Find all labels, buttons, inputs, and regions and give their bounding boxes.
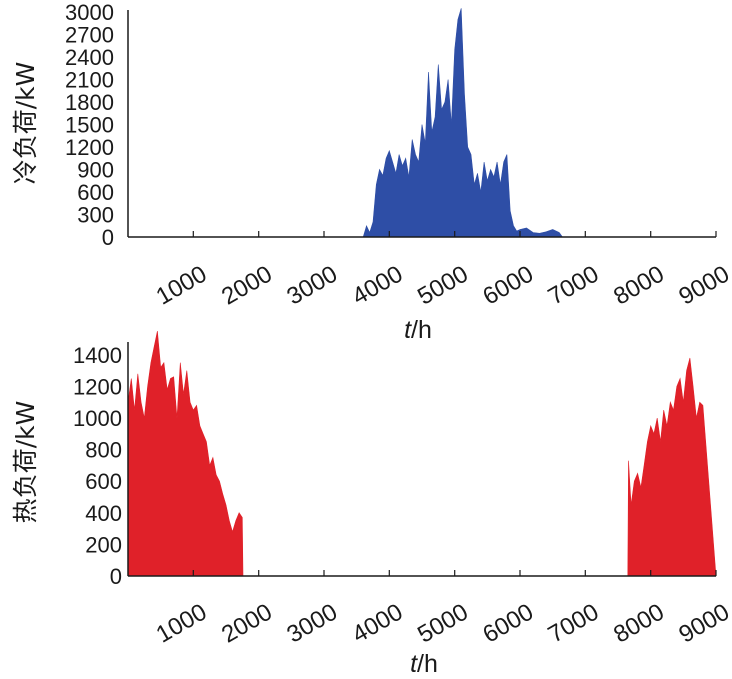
- x-tick-label: 7000: [544, 598, 604, 648]
- cooling-x-ticks: 1000 2000 3000 4000 5000 6000 7000 8000 9000: [152, 231, 732, 311]
- y-tick-label: 2100: [65, 68, 114, 93]
- y-tick-label: 2700: [65, 23, 114, 48]
- y-tick-label: 1800: [65, 90, 114, 115]
- y-tick-label: 1200: [73, 374, 122, 399]
- y-tick-label: 600: [77, 180, 114, 205]
- x-tick-label: 3000: [282, 260, 342, 310]
- y-tick-label: 200: [85, 532, 122, 557]
- y-tick-label: 900: [77, 158, 114, 183]
- x-tick-label: 8000: [609, 260, 669, 310]
- x-tick-label: 4000: [348, 598, 408, 648]
- y-tick-label: 3000: [65, 0, 114, 25]
- heating-x-axis-label: t/h: [410, 650, 438, 678]
- y-tick-label: 1500: [65, 113, 114, 138]
- x-tick-label: 1000: [152, 260, 212, 310]
- x-tick-label: 8000: [609, 598, 669, 648]
- y-tick-label: 0: [102, 225, 114, 250]
- y-tick-label: 800: [85, 438, 122, 463]
- heating-load-area: [127, 331, 717, 577]
- cooling-load-area: [128, 8, 716, 238]
- x-tick-label: 7000: [544, 260, 604, 310]
- heating-x-ticks: 1000 2000 3000 4000 5000 6000 7000 8000 9000: [152, 570, 732, 649]
- y-tick-label: 400: [85, 501, 122, 526]
- x-tick-label: 9000: [674, 598, 732, 648]
- x-tick-label: 2000: [217, 260, 277, 310]
- y-tick-label: 1400: [73, 343, 122, 368]
- heating-y-axis-label: 热负荷/kW: [11, 401, 40, 524]
- x-tick-label: 5000: [413, 598, 473, 648]
- x-tick-label: 2000: [217, 598, 277, 648]
- x-tick-label: 6000: [478, 598, 538, 648]
- y-tick-label: 1200: [65, 135, 114, 160]
- heating-y-ticks: 0 200 400 600 800 1000 1200 1400: [73, 343, 122, 589]
- y-tick-label: 300: [77, 203, 114, 228]
- x-tick-label: 3000: [282, 598, 342, 648]
- x-tick-label: 1000: [152, 598, 212, 648]
- y-tick-label: 1000: [73, 406, 122, 431]
- x-tick-label: 6000: [478, 260, 538, 310]
- y-tick-label: 0: [110, 564, 122, 589]
- x-tick-label: 9000: [674, 260, 732, 310]
- cooling-y-axis-label: 冷负荷/kW: [11, 62, 40, 185]
- x-tick-label: 5000: [413, 260, 473, 310]
- x-tick-label: 4000: [348, 260, 408, 310]
- y-tick-label: 2400: [65, 45, 114, 70]
- cooling-x-axis-label: t/h: [404, 316, 432, 344]
- y-tick-label: 600: [85, 469, 122, 494]
